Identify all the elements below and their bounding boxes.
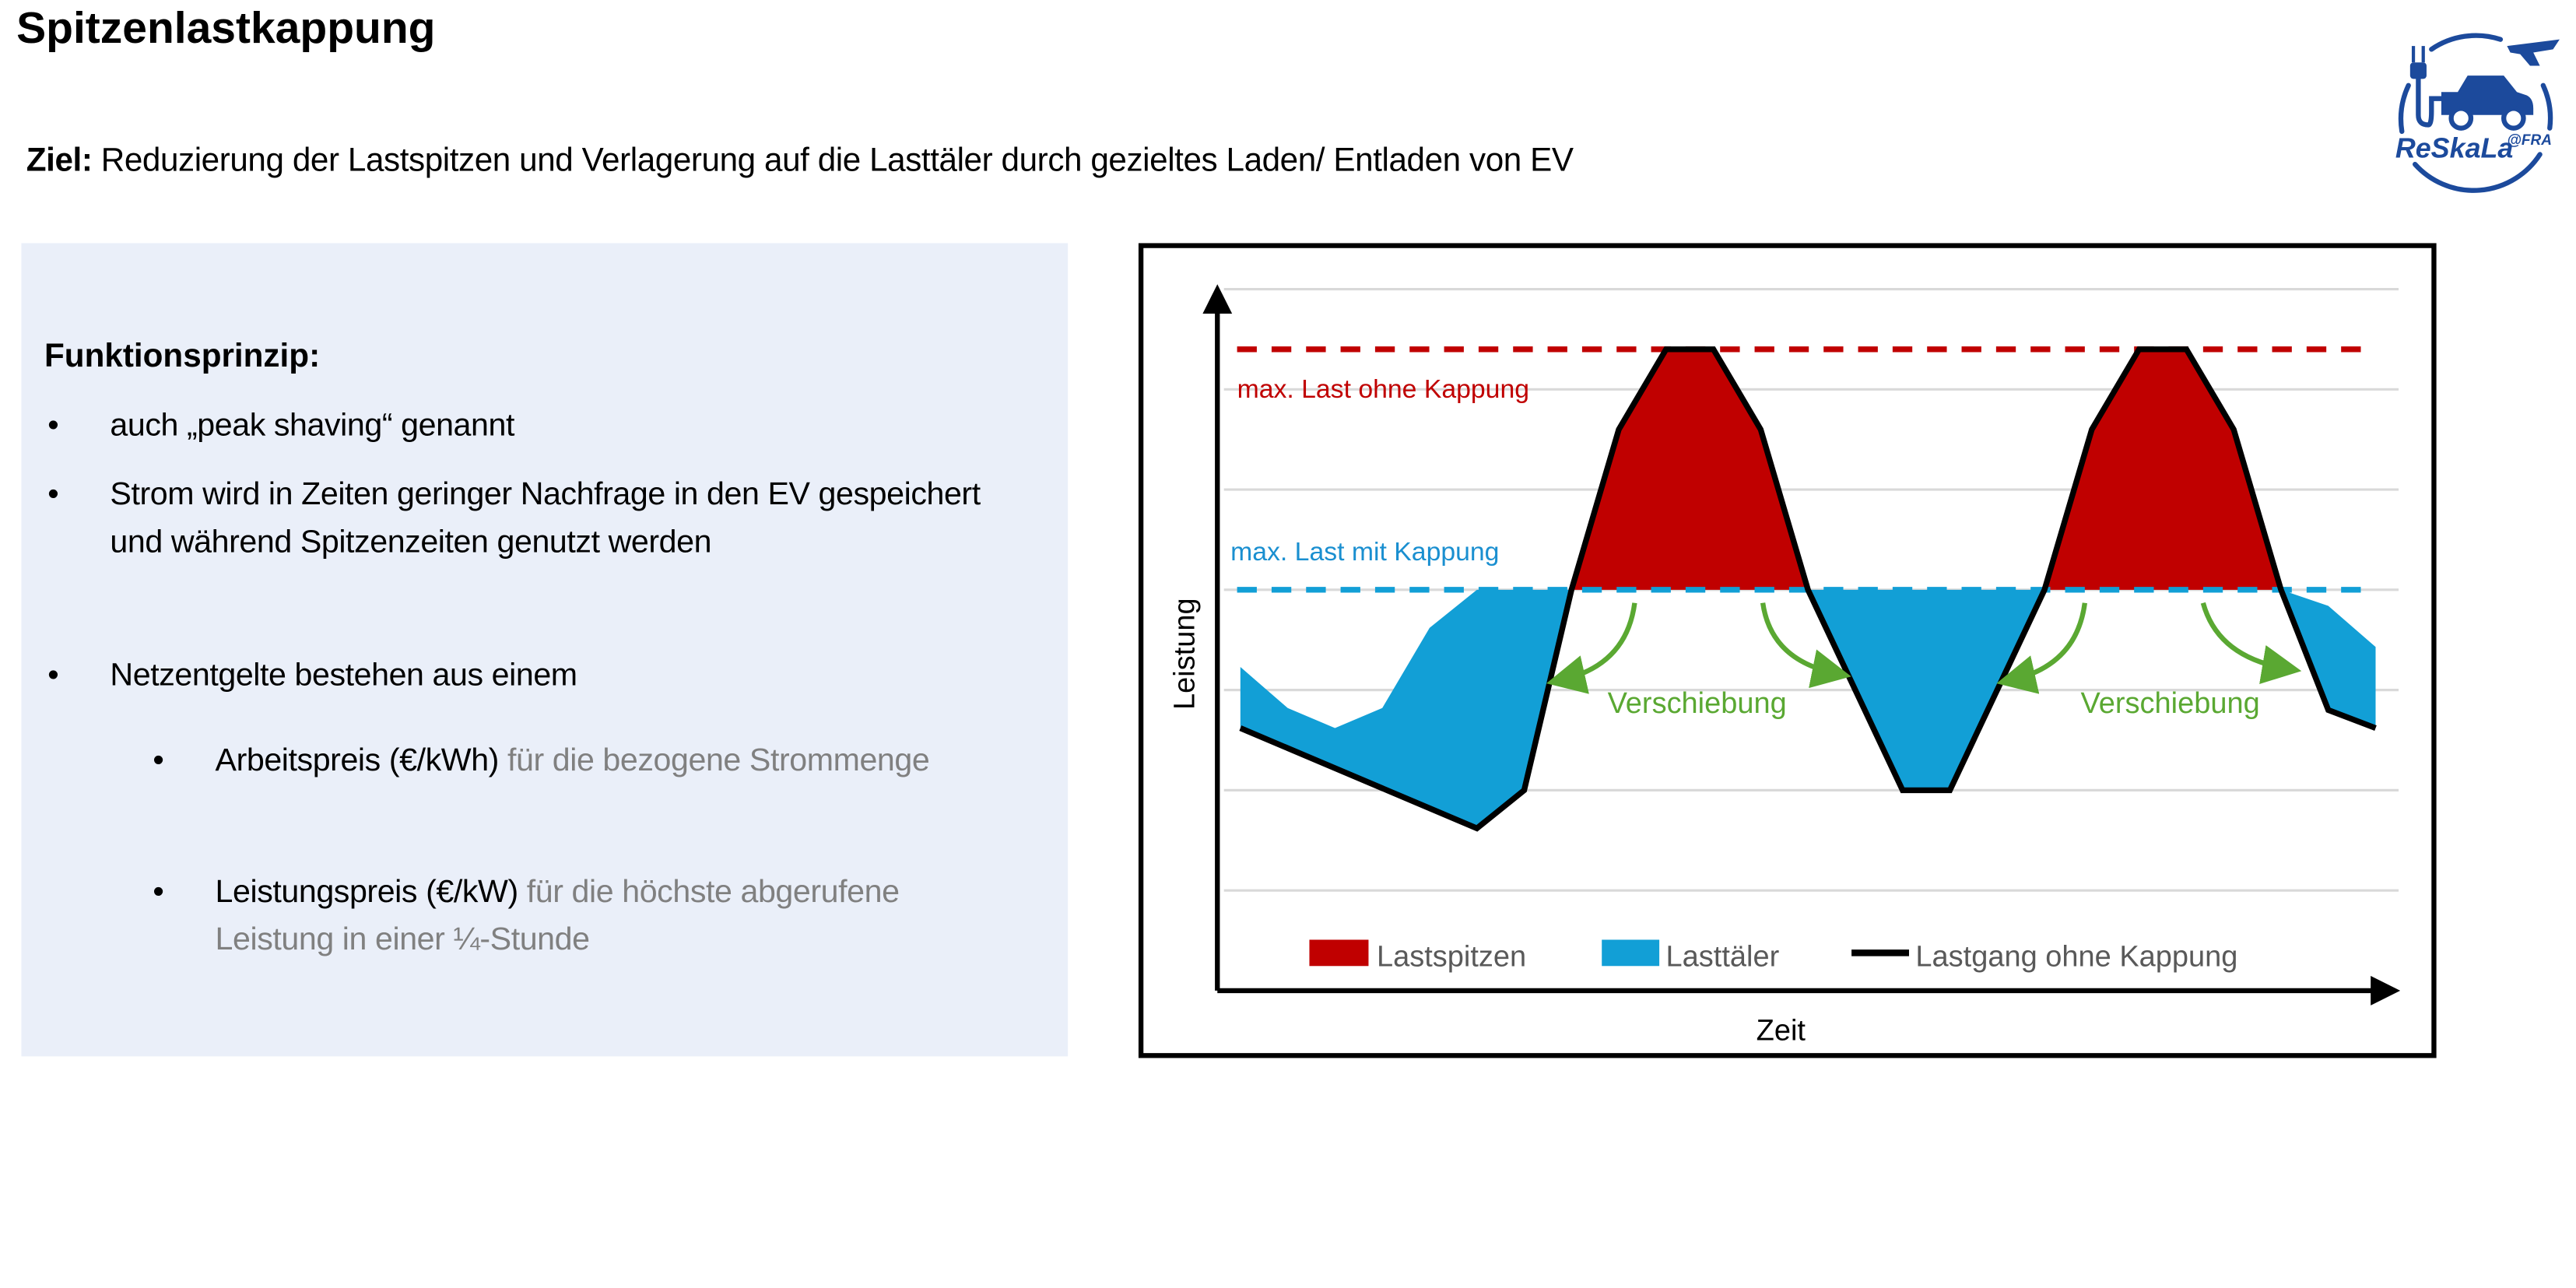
peak-area <box>1240 349 2376 590</box>
legend-swatch-valleys <box>1602 939 1660 967</box>
reskala-logo: ReSkaLa @FRA <box>2395 33 2560 193</box>
shift-arrow-icon <box>1760 602 1851 689</box>
load-line <box>1239 346 2377 832</box>
logo-suffix: @FRA <box>2507 132 2552 149</box>
shift-arrow-icon <box>1996 602 2087 694</box>
bullet-item: • auch „peak shaving“ genannt <box>47 407 515 444</box>
y-axis-label: Leistung <box>1169 598 1202 710</box>
logo-text: ReSkaLa <box>2395 133 2514 164</box>
legend: Lastspitzen Lasttäler Lastgang ohne Kapp… <box>1309 939 2237 973</box>
bullet-item: • Netzentgelte bestehen aus einem <box>47 657 577 693</box>
ref-label-with-cap: max. Last mit Kappung <box>1230 537 1499 567</box>
ref-label-without-cap: max. Last ohne Kappung <box>1237 374 1529 404</box>
function-principle-panel: Funktionsprinzip: • auch „peak shaving“ g… <box>21 243 1069 1057</box>
shift-arrow-icon <box>1546 602 1637 694</box>
goal-label: Ziel: <box>26 142 93 180</box>
chart-frame <box>1138 243 2437 1058</box>
goal-line: Ziel: Reduzierung der Lastspitzen und Ve… <box>26 143 1574 181</box>
bullet-item: • Strom wird in Zeiten geringer Nachfrage… <box>47 476 981 560</box>
x-axis-label: Zeit <box>1757 1014 1806 1047</box>
shift-label: Verschiebung <box>1608 687 1787 720</box>
sub-bullet-item: • Leistungspreis (€/kW) für die höchste a… <box>153 874 900 958</box>
legend-label: Lastspitzen <box>1377 940 1526 973</box>
legend-label: Lasttäler <box>1666 940 1780 973</box>
page-title: Spitzenlastkappung <box>16 3 436 53</box>
shift-arrow-icon <box>2200 602 2302 684</box>
sub-bullet-item: • Arbeitspreis (€/kWh) für die bezogene S… <box>153 742 930 779</box>
legend-swatch-peaks <box>1309 939 1369 967</box>
goal-text: Reduzierung der Lastspitzen und Verlager… <box>100 142 1574 180</box>
panel-heading: Funktionsprinzip: <box>44 338 321 375</box>
legend-label: Lastgang ohne Kappung <box>1915 940 2237 973</box>
shift-label: Verschiebung <box>2081 687 2260 720</box>
valley-area <box>1240 589 2376 829</box>
